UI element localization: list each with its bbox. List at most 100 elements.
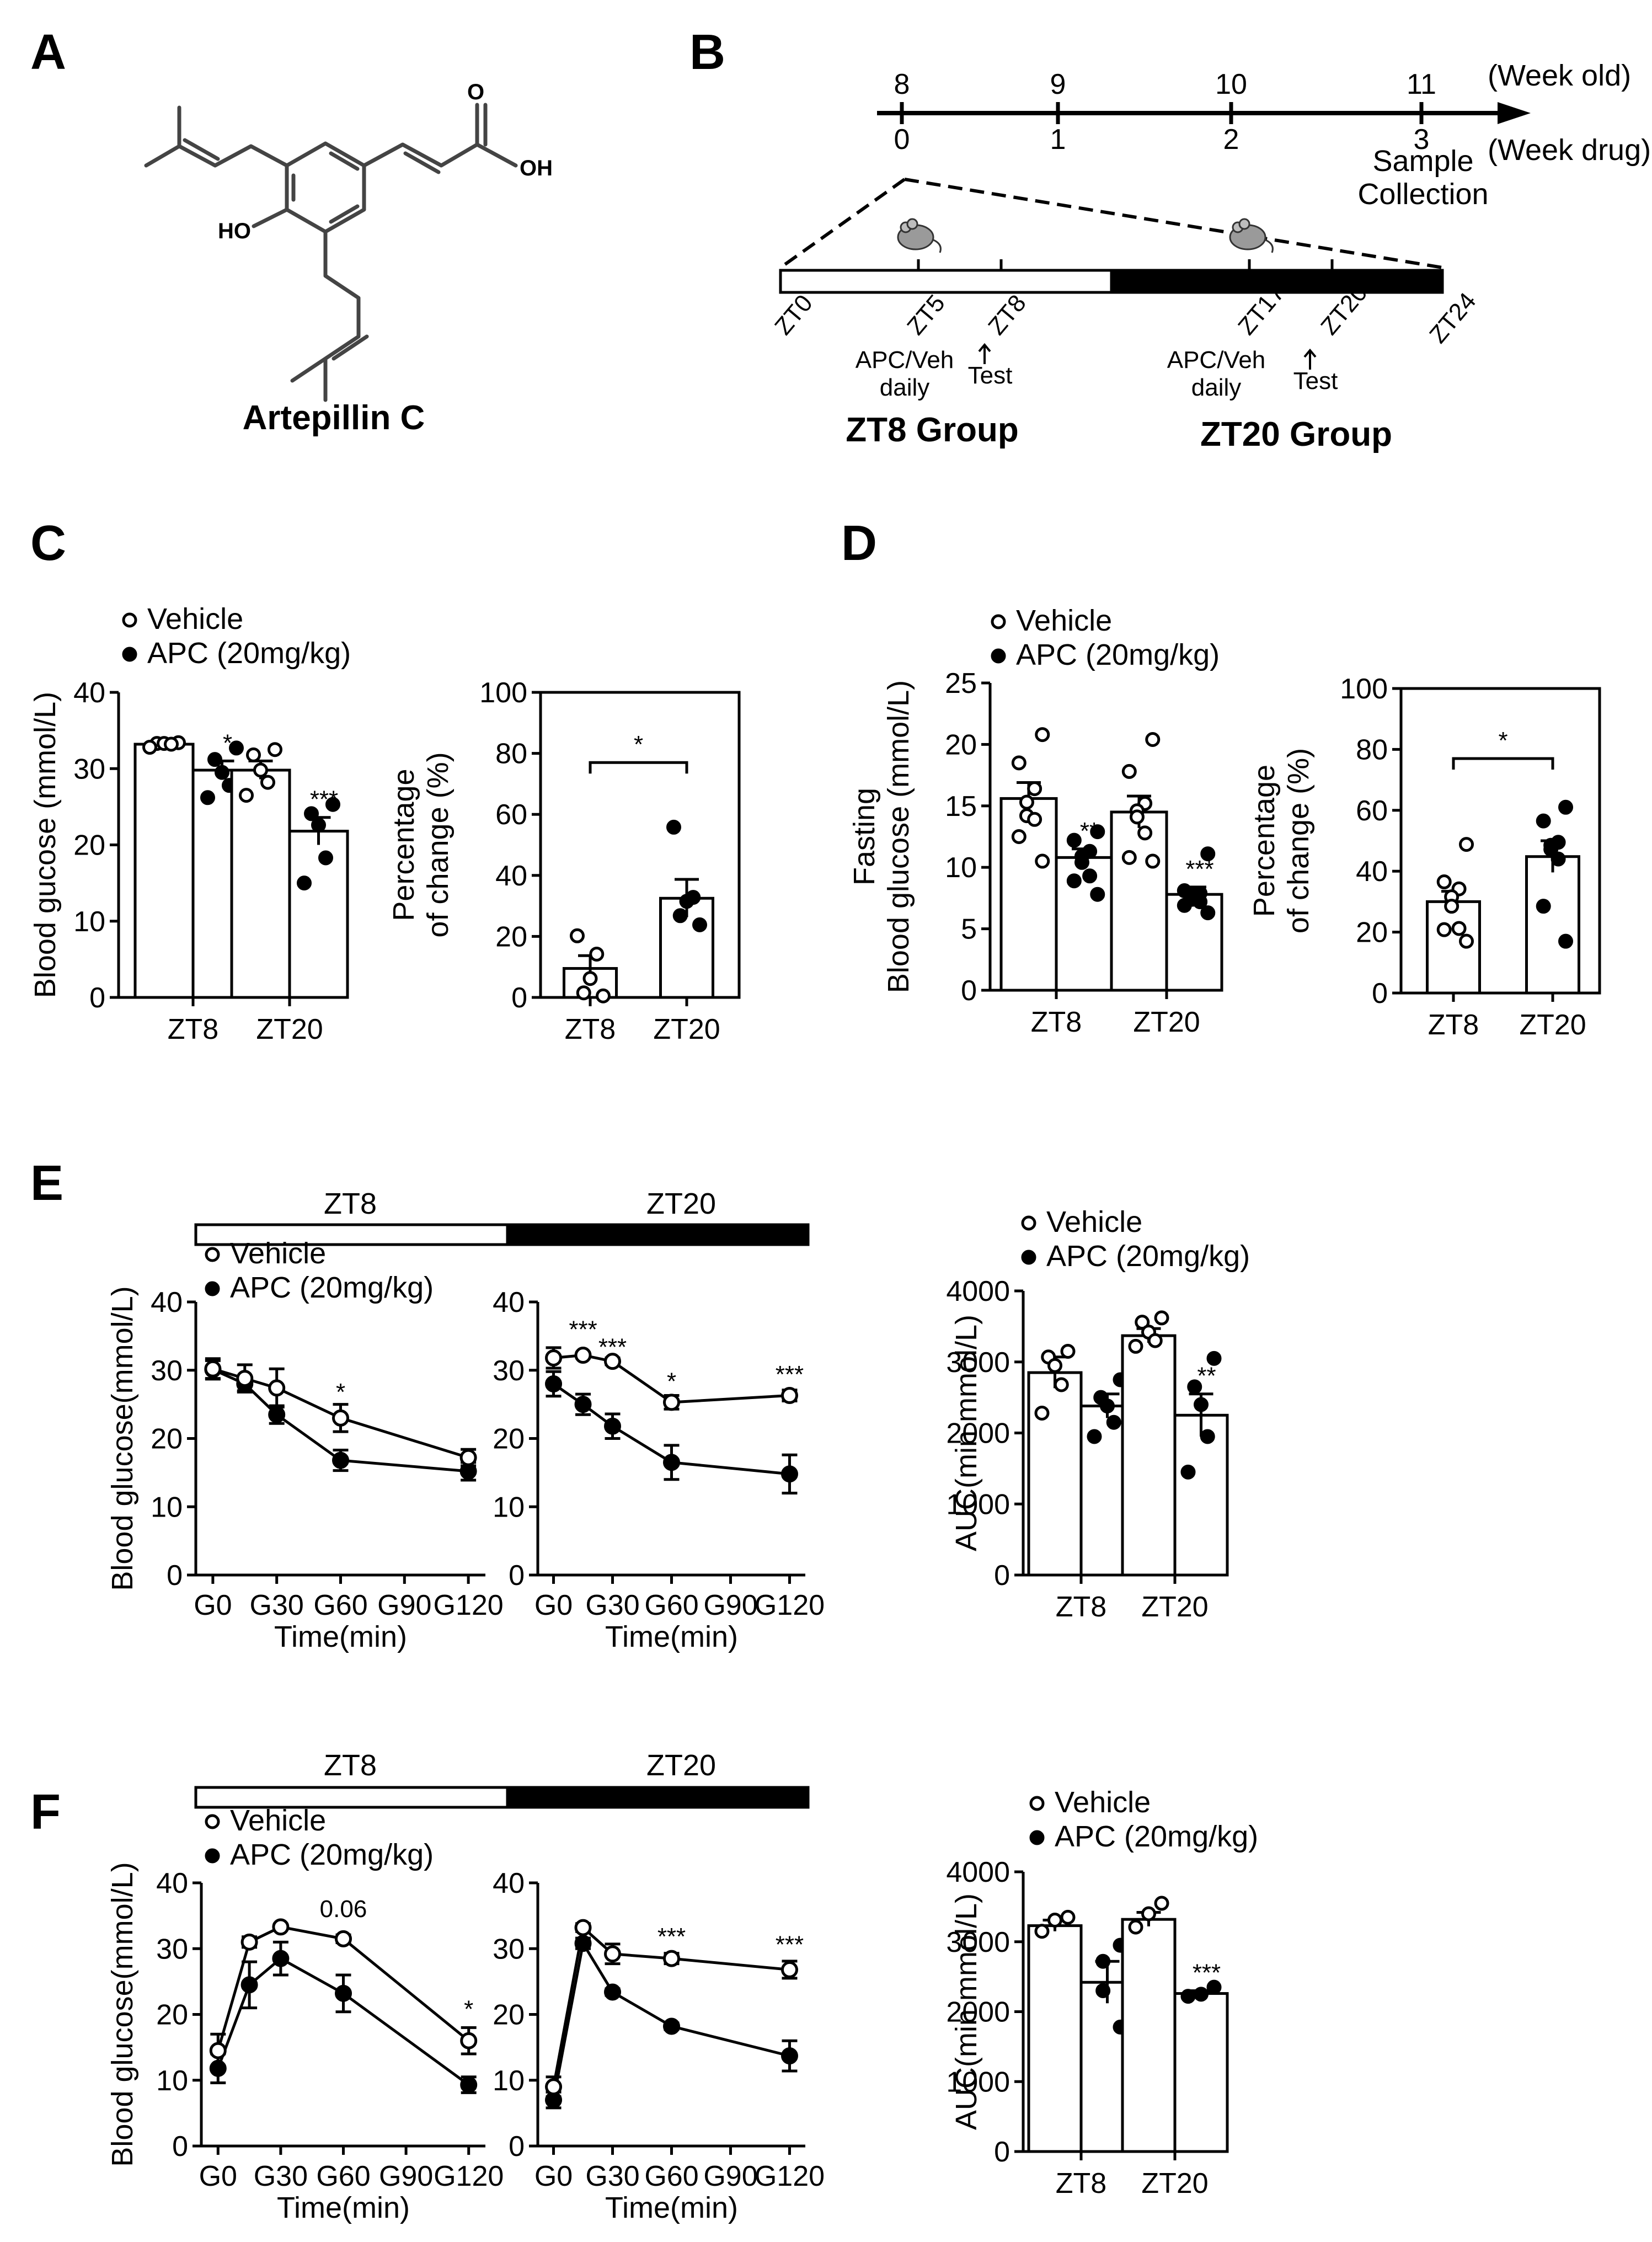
data-point bbox=[1451, 921, 1467, 936]
bar bbox=[1426, 900, 1481, 995]
x-tick-label: G60 bbox=[644, 1589, 698, 1621]
x-axis-label: Time(min) bbox=[605, 1620, 738, 1653]
sample-collection-line1: Sample bbox=[1372, 145, 1473, 178]
legend-label-vehicle: Vehicle bbox=[230, 1237, 326, 1270]
chart-c-percentage-change: 0 20 40 60 80 100 Percentage of change (%) ZT8 ZT… bbox=[387, 677, 741, 1045]
data-point-vehicle bbox=[663, 1394, 680, 1411]
y-tick-label: 0 bbox=[994, 1560, 1010, 1592]
data-point bbox=[207, 752, 223, 767]
data-point bbox=[1074, 855, 1089, 870]
x-tick-label: G30 bbox=[585, 1589, 639, 1621]
week-timeline bbox=[877, 102, 1531, 124]
data-point bbox=[267, 742, 282, 757]
data-point bbox=[1128, 1338, 1143, 1354]
x-tick-label: G120 bbox=[755, 1589, 825, 1621]
legend-label-apc: APC (20mg/kg) bbox=[1046, 1240, 1250, 1273]
data-point-vehicle bbox=[268, 1379, 286, 1397]
light-phase-bar-f bbox=[194, 1786, 509, 1809]
data-point-apc bbox=[780, 2047, 798, 2065]
y-tick-label: 0 bbox=[509, 1560, 525, 1592]
y-tick-label: 20 bbox=[73, 830, 105, 862]
group-label-zt8: ZT8 Group bbox=[846, 411, 1018, 449]
data-point bbox=[1444, 899, 1459, 914]
data-point-vehicle bbox=[332, 1409, 349, 1427]
data-point-vehicle bbox=[545, 2078, 563, 2096]
x-tick-label: G120 bbox=[434, 2160, 504, 2192]
data-point bbox=[1090, 824, 1105, 840]
data-point-vehicle bbox=[240, 1933, 258, 1951]
data-point bbox=[1047, 1358, 1062, 1373]
data-point bbox=[297, 876, 312, 891]
mouse-icon bbox=[897, 218, 942, 253]
data-point bbox=[1011, 829, 1027, 844]
chart-d-percentage-change: 0 20 40 60 80 100 Percentage of change (%) ZT8 ZT… bbox=[1248, 673, 1601, 1041]
x-axis-label: Time(min) bbox=[274, 1620, 407, 1653]
legend-marker-vehicle bbox=[205, 1814, 220, 1829]
data-point-vehicle bbox=[236, 1370, 254, 1387]
x-tick-label: G90 bbox=[377, 1589, 431, 1621]
zt20-header-f: ZT20 bbox=[646, 1749, 716, 1782]
y-tick-label: 0 bbox=[167, 1560, 183, 1592]
data-point bbox=[1206, 1350, 1222, 1366]
dosing-text-zt20-line1: APC/Veh bbox=[1167, 346, 1266, 373]
y-axis-label: AUC(min mmol/L) bbox=[950, 1893, 983, 2130]
week-drug-0: 0 bbox=[894, 124, 910, 156]
x-tick-label: ZT8 bbox=[1031, 1006, 1082, 1038]
data-point bbox=[325, 797, 340, 812]
y-tick-label: 3000 bbox=[946, 1347, 1010, 1379]
data-point bbox=[1027, 781, 1042, 797]
x-tick-label: G120 bbox=[755, 2160, 825, 2192]
bar bbox=[1525, 855, 1580, 995]
y-tick-label: 40 bbox=[1356, 856, 1388, 888]
x-axis-label: Time(min) bbox=[605, 2191, 738, 2224]
legend-label-apc: APC (20mg/kg) bbox=[147, 637, 351, 670]
zt-label-zt5: ZT5 bbox=[902, 290, 950, 340]
y-tick-label: 20 bbox=[495, 921, 527, 953]
y-tick-label: 10 bbox=[493, 2065, 525, 2097]
legend-marker-apc bbox=[205, 1281, 220, 1296]
x-tick-label: G60 bbox=[316, 2160, 370, 2192]
data-point bbox=[1459, 837, 1474, 852]
x-tick-label: G90 bbox=[703, 2160, 757, 2192]
week-old-8: 8 bbox=[894, 68, 910, 100]
dark-phase-bar bbox=[1110, 269, 1444, 294]
significance-marker: ** bbox=[1080, 818, 1099, 845]
legend-marker-vehicle bbox=[122, 612, 137, 628]
data-point-vehicle bbox=[574, 1919, 592, 1936]
significance-marker: *** bbox=[569, 1316, 597, 1343]
y-axis-label: of change (%) bbox=[1282, 748, 1315, 933]
data-point bbox=[1066, 873, 1082, 889]
data-point-vehicle bbox=[460, 2032, 478, 2049]
data-point bbox=[163, 736, 179, 752]
data-point bbox=[239, 788, 254, 803]
data-point-apc bbox=[332, 1451, 349, 1469]
y-axis-label: Blood glucose (mmol/L) bbox=[882, 680, 915, 993]
data-point bbox=[304, 806, 319, 821]
data-point bbox=[142, 740, 158, 755]
week-old-11: 11 bbox=[1407, 68, 1436, 100]
data-point bbox=[1536, 899, 1551, 914]
data-point bbox=[1082, 868, 1098, 884]
significance-marker: *** bbox=[776, 1931, 804, 1958]
data-point bbox=[569, 928, 585, 943]
legend-label-vehicle: Vehicle bbox=[1016, 604, 1112, 637]
data-point bbox=[1034, 1405, 1050, 1421]
y-tick-label: 20 bbox=[493, 1423, 525, 1455]
data-point bbox=[228, 740, 244, 756]
significance-marker: * bbox=[223, 729, 232, 756]
data-point bbox=[1543, 841, 1559, 857]
y-axis-label: Blood gucose (mmol/L) bbox=[29, 692, 62, 998]
week-drug-1: 1 bbox=[1050, 124, 1066, 156]
zt-label-zt0: ZT0 bbox=[769, 290, 818, 340]
week-drug-2: 2 bbox=[1223, 124, 1239, 156]
y-tick-label: 4000 bbox=[946, 1856, 1010, 1888]
data-point-apc bbox=[545, 1375, 563, 1392]
bar bbox=[133, 743, 195, 999]
data-point bbox=[1047, 1912, 1062, 1928]
significance-marker: *** bbox=[657, 1923, 686, 1950]
data-point bbox=[1011, 755, 1027, 771]
data-point bbox=[596, 988, 611, 1003]
